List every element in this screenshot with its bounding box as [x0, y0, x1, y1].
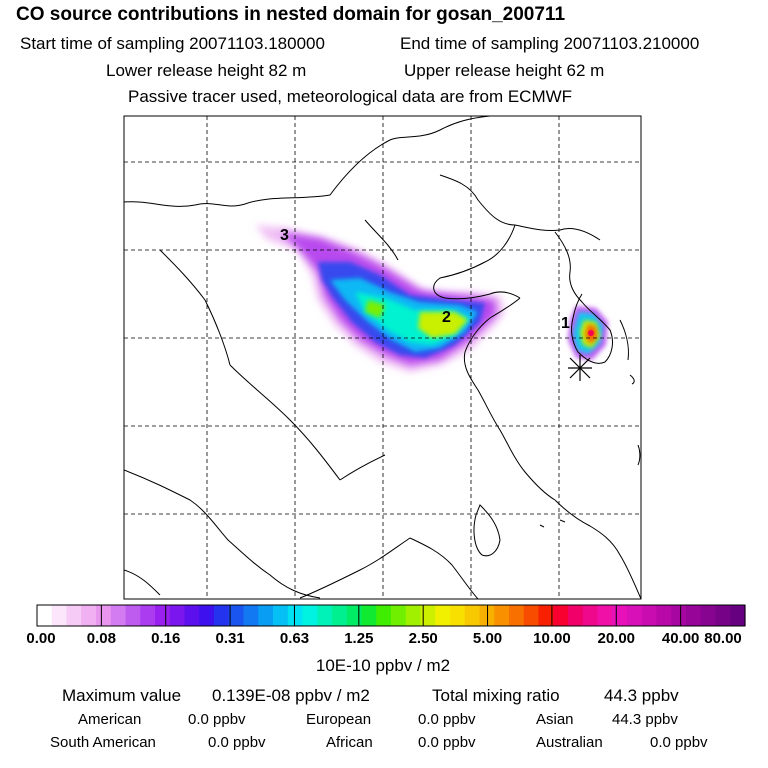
colorbar-tick-label: 20.00	[597, 630, 636, 647]
plot-title: CO source contributions in nested domain…	[16, 4, 566, 25]
colorbar-swatch	[730, 605, 746, 626]
lat-lon-grid	[124, 116, 641, 599]
colorbar-swatch	[51, 605, 68, 626]
region-name-south-american: South American	[50, 734, 156, 751]
colorbar-swatch	[464, 605, 481, 626]
max-value-label: Maximum value	[62, 686, 182, 705]
region-value-asian: 44.3 ppbv	[612, 711, 678, 728]
region-name-asian: Asian	[536, 711, 574, 728]
source-label-3: 3	[280, 227, 289, 244]
colorbar-swatch	[582, 605, 599, 626]
colorbar-tick-label: 1.25	[344, 630, 374, 647]
region-value-australian: 0.0 ppbv	[650, 734, 708, 751]
region-value-african: 0.0 ppbv	[418, 734, 476, 751]
colorbar-swatch	[81, 605, 97, 626]
colorbar-swatch	[346, 605, 363, 626]
tracer-note: Passive tracer used, meteorological data…	[128, 87, 573, 106]
colorbar-swatch	[450, 605, 466, 626]
colorbar-swatch	[597, 605, 613, 626]
end-time: End time of sampling 20071103.210000	[400, 34, 700, 53]
start-time: Start time of sampling 20071103.180000	[20, 34, 325, 53]
colorbar-swatch	[420, 605, 436, 626]
colorbar-swatch	[553, 605, 569, 626]
colorbar-swatch	[376, 605, 392, 626]
concentration-plume	[255, 225, 608, 372]
max-value: 0.139E-08 ppbv / m2	[212, 686, 370, 705]
source-label-2: 2	[442, 309, 451, 326]
colorbar-frame	[36, 604, 746, 627]
colorbar-swatch	[494, 605, 510, 626]
map-frame	[123, 115, 642, 600]
colorbar-swatch	[405, 605, 422, 626]
colorbar-swatch	[361, 605, 377, 626]
colorbar-swatch	[641, 605, 658, 626]
colorbar-swatch	[287, 605, 304, 626]
colorbar-swatch	[509, 605, 525, 626]
total-mixing-value: 44.3 ppbv	[604, 686, 679, 705]
colorbar-swatch	[715, 605, 731, 626]
map-content	[124, 116, 641, 599]
colorbar-swatch	[700, 605, 717, 626]
release-point-marker	[568, 355, 592, 381]
colorbar-swatch	[671, 605, 687, 626]
colorbar-swatch	[199, 605, 215, 626]
colorbar-tick-label: 0.63	[279, 630, 310, 647]
colorbar-swatch	[110, 605, 127, 626]
source-label-1: 1	[561, 315, 570, 332]
colorbar-swatch	[435, 605, 451, 626]
colorbar-swatch	[302, 605, 318, 626]
colorbar-swatch	[612, 605, 628, 626]
colorbar-swatch	[686, 605, 702, 626]
colorbar-swatch	[391, 605, 407, 626]
colorbar-tick-label: 0.08	[86, 630, 116, 647]
colorbar-swatch	[96, 605, 112, 626]
colorbar-swatch	[258, 605, 274, 626]
colorbar-swatch	[523, 605, 540, 626]
colorbar-swatch	[317, 605, 333, 626]
colorbar-swatch	[538, 605, 554, 626]
colorbar-swatch	[37, 605, 53, 626]
colorbar-swatch	[66, 605, 82, 626]
region-value-south-american: 0.0 ppbv	[208, 734, 266, 751]
colorbar-swatch	[656, 605, 672, 626]
colorbar-swatch	[140, 605, 156, 626]
lower-release-height: Lower release height 82 m	[106, 61, 307, 80]
region-value-european: 0.0 ppbv	[418, 711, 476, 728]
colorbar-swatch	[184, 605, 200, 626]
colorbar-swatch	[155, 605, 171, 626]
colorbar-tick-label: 0.31	[215, 630, 245, 647]
colorbar-tick-label: 40.00	[661, 630, 700, 647]
colorbar	[36, 604, 746, 627]
colorbar-swatch	[228, 605, 245, 626]
upper-release-height: Upper release height 62 m	[404, 61, 605, 80]
colorbar-tick-label: 80.00	[704, 630, 742, 647]
colorbar-swatch	[169, 605, 186, 626]
colorbar-tick-label: 0.16	[151, 630, 181, 647]
colorbar-tick-label: 2.50	[408, 630, 438, 647]
coastlines	[124, 116, 641, 599]
colorbar-swatch	[125, 605, 141, 626]
colorbar-swatch	[627, 605, 643, 626]
colorbar-swatch	[332, 605, 348, 626]
colorbar-units: 10E-10 ppbv / m2	[315, 656, 451, 675]
colorbar-swatch	[273, 605, 289, 626]
region-value-american: 0.0 ppbv	[188, 711, 246, 728]
region-name-australian: Australian	[536, 734, 603, 751]
colorbar-swatch	[214, 605, 230, 626]
colorbar-swatch	[568, 605, 584, 626]
colorbar-swatch	[243, 605, 259, 626]
colorbar-tick-label: 5.00	[472, 630, 503, 647]
region-name-european: European	[306, 711, 372, 728]
region-name-african: African	[326, 734, 373, 751]
region-name-american: American	[78, 711, 142, 728]
colorbar-tick-label: 0.00	[26, 630, 56, 647]
colorbar-tick-label: 10.00	[533, 630, 571, 647]
total-mixing-label: Total mixing ratio	[432, 686, 560, 705]
